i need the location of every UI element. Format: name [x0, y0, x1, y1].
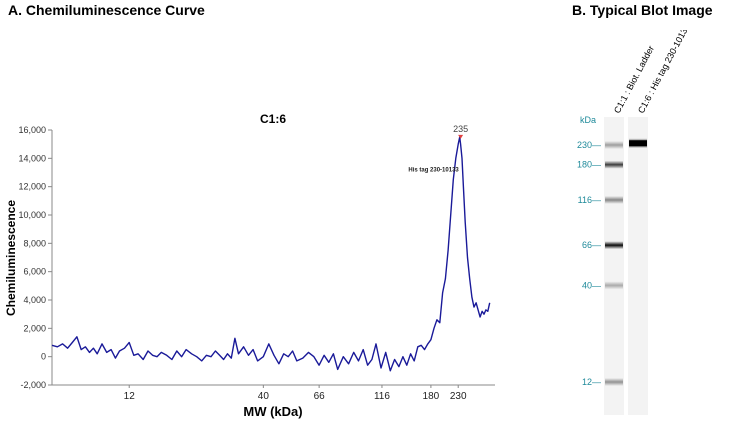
ladder-band [605, 281, 623, 290]
lane-2-label: C1:6 : His tag 230-10133 [636, 30, 692, 115]
ladder-lane [604, 117, 624, 415]
y-tick-label: 6,000 [23, 267, 46, 277]
ladder-band [605, 378, 623, 386]
mw-marker-label: 230— [577, 140, 601, 150]
y-tick-label: -2,000 [20, 380, 46, 390]
y-tick-label: 0 [41, 352, 46, 362]
chemiluminescence-chart: C1:6 Chemiluminescence MW (kDa) -2,000 0 2… [4, 112, 495, 419]
y-tick-label: 12,000 [18, 182, 46, 192]
series-line [51, 136, 491, 372]
x-tick-label: 66 [314, 391, 326, 402]
panel-a-title: A. Chemiluminescence Curve [8, 2, 205, 18]
peak-annotation: His tag 230-10133 [408, 168, 459, 174]
x-tick-label: 230 [450, 391, 467, 402]
y-tick-label: 4,000 [23, 295, 46, 305]
ladder-band [605, 195, 623, 204]
blot-image: kDa C1:1 : Biot. Ladder C1:6 : His tag 2… [577, 30, 692, 415]
y-axis-label: Chemiluminescence [4, 200, 18, 316]
x-tick-label: 180 [423, 391, 440, 402]
y-tick-label: 14,000 [18, 153, 46, 163]
y-tick-label: 16,000 [18, 125, 46, 135]
x-axis-label: MW (kDa) [243, 404, 302, 419]
y-tick-label: 10,000 [18, 210, 46, 220]
y-tick-label: 8,000 [23, 238, 46, 248]
mw-marker-label: 40— [582, 280, 601, 290]
ladder-band [605, 160, 623, 169]
kda-label: kDa [580, 115, 596, 125]
mw-marker-label: 12— [582, 377, 601, 387]
sample-lane [628, 117, 648, 415]
x-tick-label: 116 [374, 391, 390, 402]
ladder-band [605, 241, 623, 250]
sample-band-core [629, 140, 647, 147]
peak-marker [458, 134, 464, 139]
mw-marker-label: 66— [582, 240, 601, 250]
x-tick-label: 12 [124, 391, 136, 402]
chart-title: C1:6 [260, 112, 286, 126]
x-tick-label: 40 [258, 391, 270, 402]
mw-marker-label: 180— [577, 160, 601, 170]
peak-label: 235 [453, 124, 468, 134]
y-tick-label: 2,000 [23, 323, 46, 333]
mw-marker-label: 116— [578, 195, 601, 205]
panel-b-title: B. Typical Blot Image [572, 2, 713, 18]
ladder-band [605, 141, 623, 149]
